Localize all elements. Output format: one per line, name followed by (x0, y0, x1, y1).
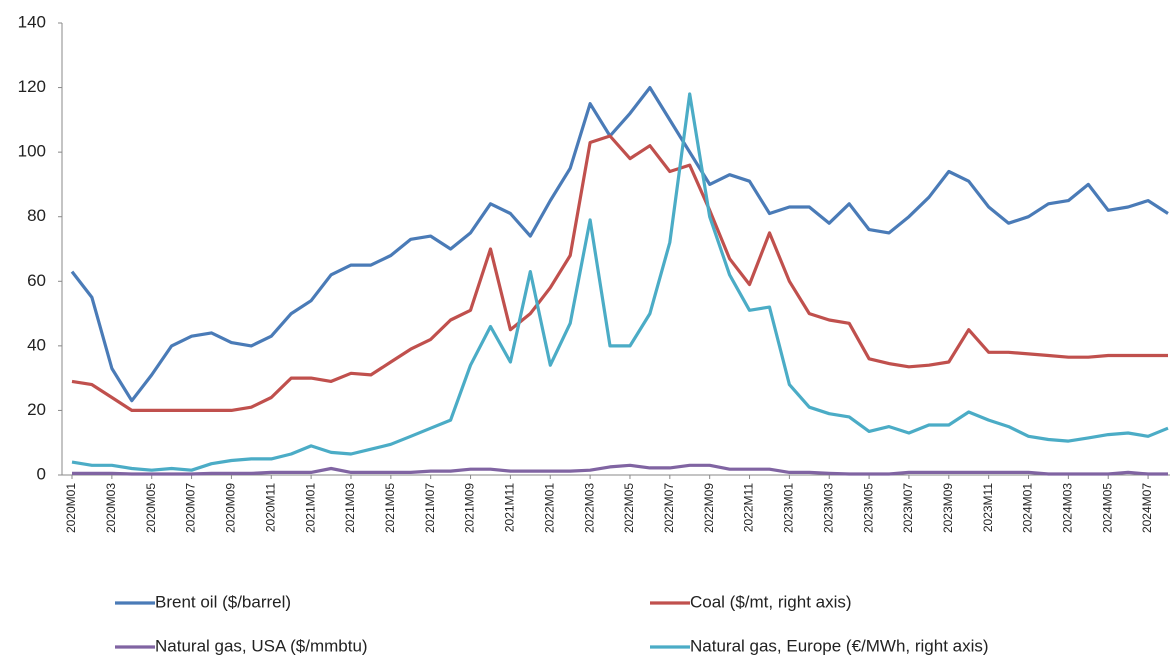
legend-label: Natural gas, USA ($/mmbtu) (155, 636, 368, 655)
series-line (71, 92, 1169, 472)
x-tick-label: 2023M09 (941, 483, 955, 533)
legend-label: Brent oil ($/barrel) (155, 592, 291, 611)
y-tick-label: 40 (27, 335, 46, 354)
x-tick-label: 2022M05 (622, 483, 636, 533)
x-tick-label: 2022M03 (582, 483, 596, 533)
x-tick-label: 2022M09 (702, 483, 716, 533)
x-tick-label: 2023M05 (861, 483, 875, 533)
x-tick-label: 2021M01 (303, 483, 317, 533)
y-tick-label: 80 (27, 206, 46, 225)
series-line (72, 463, 1168, 476)
y-tick-label: 60 (27, 271, 46, 290)
x-tick-label: 2023M03 (821, 483, 835, 533)
x-tick-label: 2021M07 (423, 483, 437, 533)
x-tick-label: 2020M07 (184, 483, 198, 533)
x-tick-label: 2021M05 (383, 483, 397, 533)
y-tick-label: 140 (18, 12, 46, 31)
x-tick-label: 2024M03 (1061, 483, 1075, 533)
series-line (71, 134, 1168, 412)
x-tick-label: 2023M07 (901, 483, 915, 533)
y-tick-label: 120 (18, 77, 46, 96)
x-tick-label: 2020M01 (64, 483, 78, 533)
x-tick-label: 2023M01 (782, 483, 796, 533)
y-tick-label: 100 (18, 142, 46, 161)
x-tick-label: 2021M11 (503, 483, 517, 532)
x-tick-label: 2020M09 (224, 483, 238, 533)
x-tick-label: 2021M09 (463, 483, 477, 533)
x-tick-label: 2024M01 (1021, 483, 1035, 533)
x-tick-label: 2022M07 (662, 483, 676, 533)
x-tick-label: 2023M11 (981, 483, 995, 532)
series-line (70, 85, 1169, 403)
x-tick-label: 2022M01 (542, 483, 556, 533)
x-tick-label: 2024M07 (1140, 483, 1154, 533)
y-tick-label: 0 (37, 464, 46, 483)
x-tick-label: 2020M03 (104, 483, 118, 533)
x-tick-label: 2021M03 (343, 483, 357, 533)
x-tick-label: 2024M05 (1100, 483, 1114, 533)
x-tick-label: 2022M11 (742, 483, 756, 532)
x-tick-label: 2020M11 (263, 483, 277, 532)
y-tick-label: 20 (27, 400, 46, 419)
legend-label: Natural gas, Europe (€/MWh, right axis) (690, 636, 989, 655)
legend-label: Coal ($/mt, right axis) (690, 592, 852, 611)
x-tick-label: 2020M05 (144, 483, 158, 533)
